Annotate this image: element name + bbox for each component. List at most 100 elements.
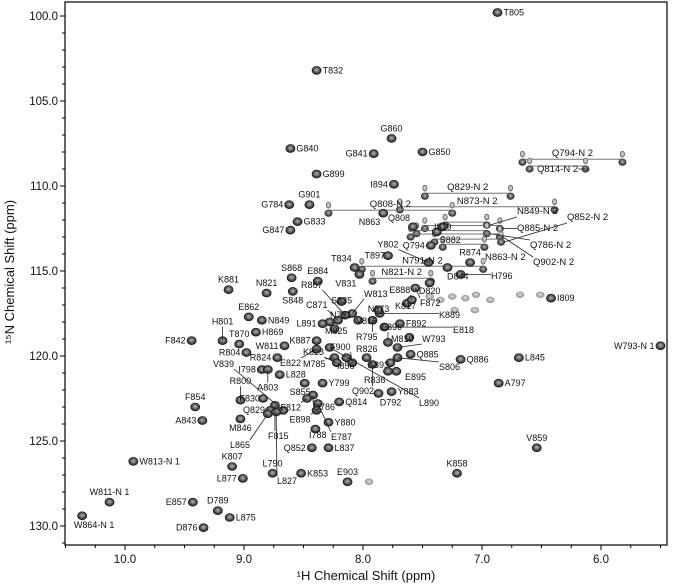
peak-label: G847: [262, 225, 284, 235]
sidechain-peak-minor: [397, 198, 403, 206]
peak-label: Q852: [284, 443, 306, 453]
sidechain-peak-minor: [422, 217, 428, 224]
y-tick-label: 115.0: [30, 266, 58, 278]
peak-n863: [378, 208, 389, 218]
peak-label: I809: [557, 293, 575, 303]
leader-line: [351, 298, 365, 314]
peak-label: S868: [281, 263, 302, 273]
peak-g901: [304, 200, 315, 209]
peak-label: Q829: [243, 405, 265, 415]
peak-label: R867: [301, 280, 323, 290]
peak-label: S848: [282, 295, 303, 305]
peak-s855: [299, 378, 310, 388]
peak-s848: [287, 287, 298, 296]
leader-line: [249, 413, 269, 441]
peak-label: L891: [297, 319, 317, 329]
sidechain-peak-minor: [481, 235, 487, 243]
peak-label: L828: [286, 370, 306, 380]
sidechain-peak: [420, 192, 429, 200]
sidechain-peak-minor: [449, 201, 455, 209]
peak-label: D820: [419, 286, 441, 296]
peak-l877: [237, 474, 248, 483]
peak-m825: [329, 324, 340, 334]
peak-r804: [241, 348, 252, 357]
x-tick-label: 9.0: [236, 554, 252, 566]
leader-line: [397, 343, 423, 348]
peak-label: T834: [331, 254, 352, 264]
unassigned-peak: [448, 293, 457, 300]
leader-line: [329, 347, 420, 399]
peak-r826: [361, 353, 372, 363]
sidechain-peak-minor: [359, 257, 365, 265]
peak-label: G901: [298, 190, 320, 200]
unassigned-peak: [536, 291, 545, 299]
x-tick-label: 7.0: [474, 554, 490, 566]
sidechain-label: Q786-N 2: [530, 240, 571, 251]
leader-line: [502, 236, 534, 258]
peak-label: V831: [335, 278, 356, 288]
peak-t832: [311, 66, 322, 75]
peak-label: R800: [230, 376, 252, 386]
peak-label: K807: [222, 452, 243, 462]
peak-label: R795: [356, 332, 378, 342]
peak-i819: [437, 222, 448, 232]
y-tick-label: 130.0: [29, 521, 58, 533]
sidechain-peak: [518, 158, 527, 166]
peak-label: I894: [370, 179, 388, 189]
peak-k858: [452, 468, 462, 478]
peak-r874: [465, 258, 475, 267]
peak-w793-n1: [655, 341, 666, 351]
peak-label: T805: [503, 8, 524, 18]
peak-g840: [285, 144, 296, 153]
sidechain-peak: [550, 206, 559, 214]
peak-s835: [336, 297, 347, 306]
unassigned-peak: [515, 291, 525, 299]
peak-g850: [417, 147, 428, 157]
peak-label: K889: [439, 310, 460, 320]
sidechain-label: Q814-N 2: [537, 164, 578, 175]
peak-q794: [425, 241, 436, 250]
y-tick-label: 100.0: [29, 11, 58, 23]
peak-label: Y883: [398, 387, 419, 397]
peak-label: W864-N 1: [74, 520, 115, 530]
peak-label: F815: [268, 431, 289, 441]
peak-label: R826: [356, 344, 378, 354]
peak-h869: [250, 327, 261, 337]
peak-l891: [317, 319, 328, 329]
peak-label: F812: [281, 403, 302, 413]
peak-n873: [373, 305, 384, 315]
sidechain-peak-minor: [484, 213, 490, 221]
peak-e862: [243, 312, 254, 322]
peak-label: Q902: [352, 386, 374, 396]
peak-label: N821: [256, 278, 278, 288]
peak-l837: [323, 443, 334, 453]
peak-label: A803: [257, 383, 278, 393]
sidechain-peak-minor: [583, 157, 589, 165]
peak-y883: [386, 387, 397, 397]
peak-e895: [391, 366, 402, 376]
peak-d792: [373, 389, 384, 398]
peak-v816: [353, 315, 364, 325]
peak-label: V816: [356, 316, 377, 326]
peak-g899: [311, 169, 322, 179]
sidechain-label: Q829-N 2: [447, 182, 488, 193]
peak-label: E888: [389, 285, 410, 295]
peak-label: L827: [277, 476, 297, 486]
sidechain-peak: [448, 209, 457, 217]
sidechain-peak-minor: [422, 184, 428, 192]
peak-a893: [385, 358, 396, 368]
peak-label: I798: [238, 365, 256, 375]
peak-i809: [546, 293, 556, 303]
peak-label: W813-N 1: [139, 456, 180, 466]
sidechain-label: N863-N 2: [485, 252, 526, 263]
peak-d820: [424, 278, 435, 288]
leader-line: [327, 309, 339, 321]
sidechain-label: N821-N 2: [381, 267, 422, 278]
peak-label: M825: [325, 326, 348, 336]
peak-label: Y799: [329, 378, 350, 388]
peak-label: W811-N 1: [90, 487, 130, 497]
peak-m810: [404, 332, 415, 342]
peak-k881: [223, 285, 234, 295]
sidechain-label: N849-N 2: [517, 206, 558, 217]
peak-label: S806: [439, 362, 460, 372]
